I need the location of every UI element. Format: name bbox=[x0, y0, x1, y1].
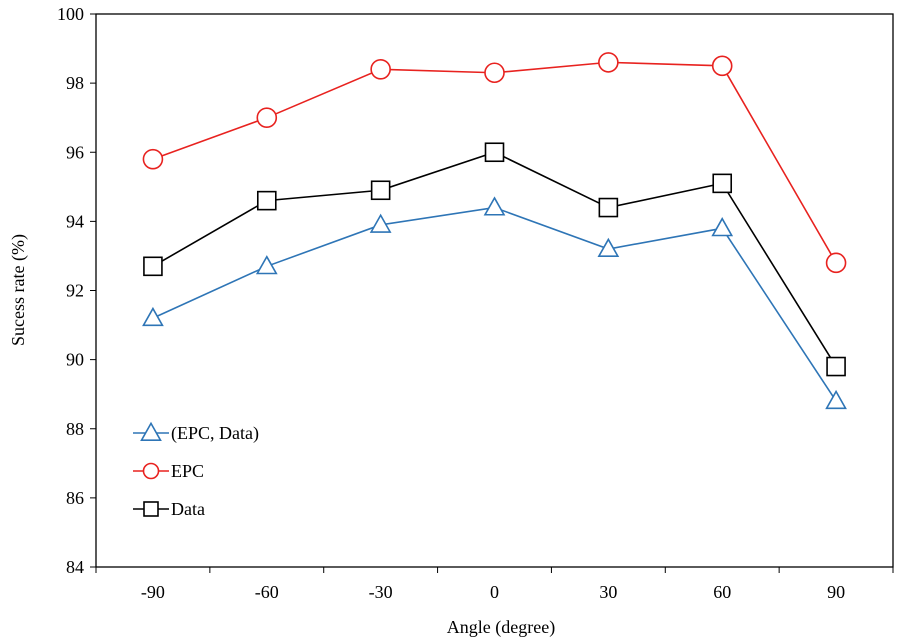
data-point-square bbox=[370, 180, 391, 201]
data-point-square bbox=[484, 142, 505, 163]
x-tick-label: 30 bbox=[599, 582, 617, 602]
x-axis-ticks: -90 -60 -30 0 30 60 90 bbox=[95, 567, 894, 602]
x-axis-title: Angle (degree) bbox=[447, 617, 555, 638]
x-tick-label: -30 bbox=[369, 582, 393, 602]
legend-item: Data bbox=[133, 499, 205, 519]
data-point-triangle bbox=[142, 306, 164, 327]
y-tick-label: 96 bbox=[66, 142, 84, 162]
legend-label: EPC bbox=[171, 461, 204, 481]
y-axis-title: Sucess rate (%) bbox=[8, 234, 29, 346]
data-point-circle bbox=[711, 55, 733, 77]
legend-marker-circle bbox=[142, 462, 160, 480]
legend-item: EPC bbox=[133, 461, 204, 481]
series-triangle bbox=[142, 196, 847, 410]
legend: (EPC, Data) EPC Data bbox=[133, 421, 259, 519]
data-point-square bbox=[256, 190, 277, 211]
series-line bbox=[152, 206, 837, 402]
data-point-triangle bbox=[369, 213, 392, 233]
series-circle bbox=[142, 52, 847, 274]
series-square bbox=[143, 142, 846, 377]
legend-label: (EPC, Data) bbox=[171, 423, 259, 444]
data-point-square bbox=[826, 356, 846, 377]
data-point-circle bbox=[825, 252, 847, 274]
data-point-circle bbox=[256, 107, 278, 128]
data-point-square bbox=[712, 173, 733, 194]
y-tick-label: 94 bbox=[66, 211, 84, 231]
x-tick-label: 60 bbox=[713, 582, 731, 602]
data-point-square bbox=[143, 256, 163, 277]
y-tick-label: 86 bbox=[66, 488, 84, 508]
y-axis-ticks: 84 86 88 90 92 94 96 98 100 bbox=[57, 4, 96, 577]
series-line bbox=[152, 61, 837, 264]
y-tick-label: 100 bbox=[57, 4, 84, 24]
x-tick-label: 90 bbox=[827, 582, 845, 602]
data-point-triangle bbox=[255, 255, 278, 275]
x-tick-label: -60 bbox=[255, 582, 279, 602]
data-point-triangle bbox=[597, 237, 620, 258]
legend-item: (EPC, Data) bbox=[133, 421, 259, 444]
series-layer bbox=[142, 52, 847, 410]
data-point-triangle bbox=[483, 196, 506, 216]
x-tick-label: 0 bbox=[490, 582, 499, 602]
y-tick-label: 98 bbox=[66, 73, 84, 93]
x-tick-label: -90 bbox=[141, 582, 165, 602]
data-point-circle bbox=[484, 62, 505, 84]
legend-marker-square bbox=[143, 501, 159, 517]
data-point-triangle bbox=[825, 389, 847, 410]
data-point-triangle bbox=[711, 217, 734, 237]
legend-label: Data bbox=[171, 499, 205, 519]
data-point-square bbox=[598, 197, 619, 218]
series-line bbox=[152, 151, 837, 367]
y-tick-label: 84 bbox=[66, 557, 84, 577]
data-point-circle bbox=[370, 59, 391, 80]
y-tick-label: 90 bbox=[66, 350, 84, 370]
y-tick-label: 92 bbox=[66, 281, 84, 301]
y-tick-label: 88 bbox=[66, 419, 84, 439]
legend-marker-triangle bbox=[140, 421, 162, 442]
data-point-circle bbox=[598, 52, 619, 73]
data-point-circle bbox=[142, 148, 164, 170]
